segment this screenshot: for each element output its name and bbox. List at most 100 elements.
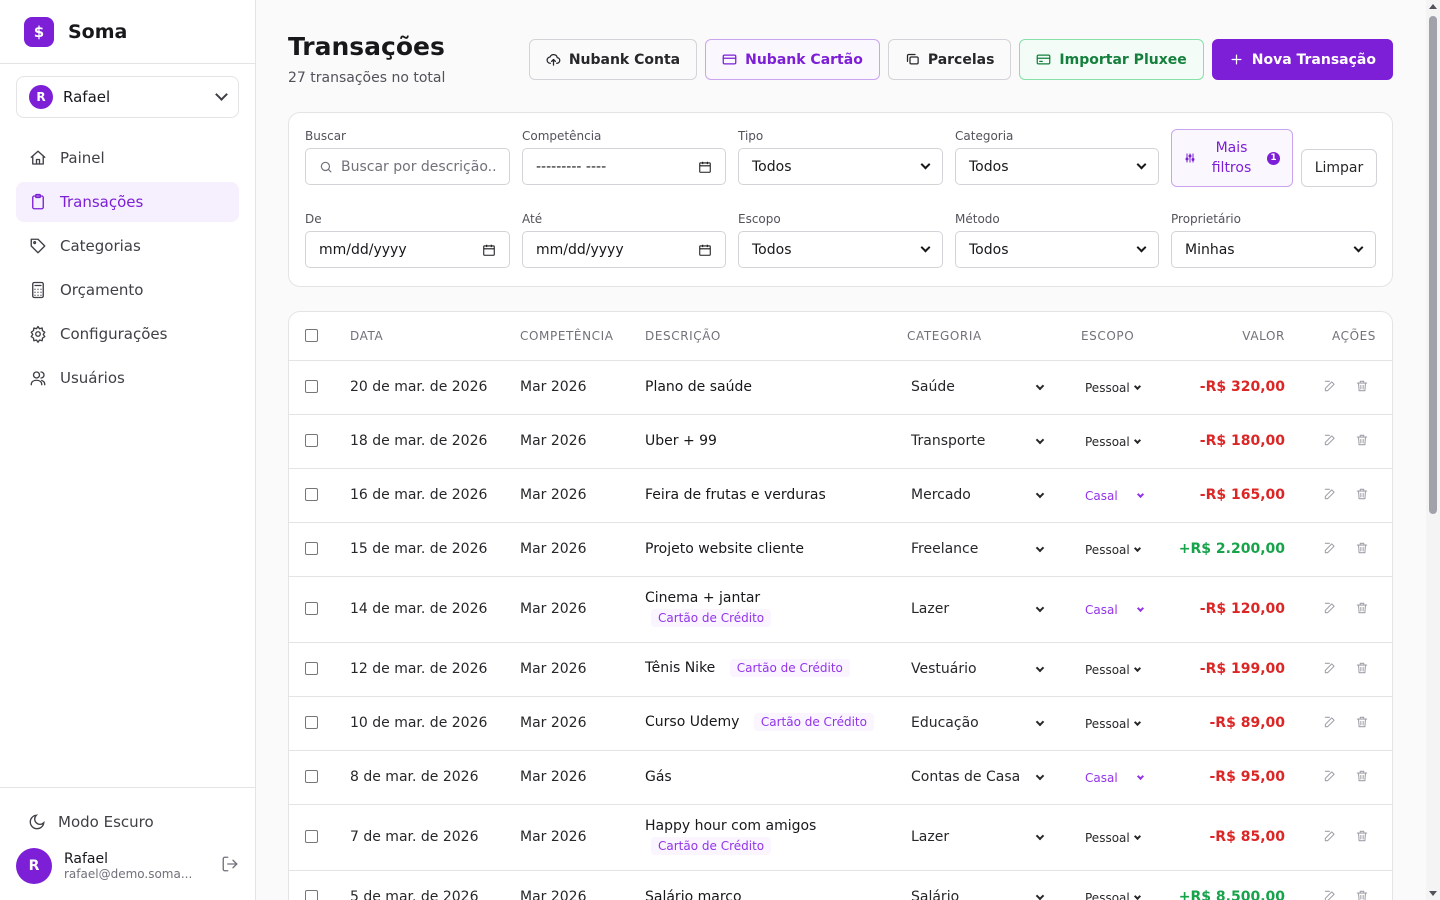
- table-row[interactable]: 15 de mar. de 2026 Mar 2026 Projeto webs…: [289, 523, 1392, 577]
- edit-button[interactable]: [1323, 540, 1337, 559]
- tipo-select[interactable]: Todos: [738, 148, 943, 185]
- delete-button[interactable]: [1355, 888, 1369, 900]
- page-scrollbar[interactable]: [1426, 0, 1440, 900]
- row-checkbox[interactable]: [305, 716, 318, 729]
- sidebar-item-categorias[interactable]: Categorias: [16, 226, 239, 266]
- column-header-data[interactable]: DATA: [350, 329, 384, 343]
- sidebar-item-label: Painel: [60, 149, 105, 167]
- row-checkbox[interactable]: [305, 542, 318, 555]
- nubank-conta-button[interactable]: Nubank Conta: [528, 39, 698, 80]
- row-scope-select[interactable]: Casal: [1085, 489, 1144, 503]
- column-header-categoria[interactable]: CATEGORIA: [907, 329, 982, 343]
- column-header-descricao[interactable]: DESCRIÇÃO: [645, 329, 721, 343]
- edit-button[interactable]: [1323, 378, 1337, 397]
- delete-button[interactable]: [1355, 768, 1369, 787]
- chevron-down-icon: [1133, 382, 1141, 391]
- row-amount: -R$ 199,00: [1199, 661, 1285, 677]
- clipboard-icon: [28, 192, 48, 212]
- edit-button[interactable]: [1323, 888, 1337, 900]
- row-checkbox[interactable]: [305, 830, 318, 843]
- row-scope-select[interactable]: Pessoal: [1085, 435, 1141, 449]
- logout-button[interactable]: [221, 855, 239, 877]
- select-all-checkbox[interactable]: [305, 329, 318, 342]
- edit-button[interactable]: [1323, 714, 1337, 733]
- page-subtitle: 27 transações no total: [288, 70, 446, 86]
- parcelas-button[interactable]: Parcelas: [887, 39, 1012, 80]
- sidebar-item-orcamento[interactable]: Orçamento: [16, 270, 239, 310]
- categoria-select[interactable]: Todos: [955, 148, 1159, 185]
- scroll-up-arrow-icon[interactable]: [1429, 4, 1437, 9]
- edit-icon: [1324, 542, 1335, 554]
- edit-button[interactable]: [1323, 768, 1337, 787]
- row-scope-select[interactable]: Pessoal: [1085, 381, 1141, 395]
- row-checkbox[interactable]: [305, 488, 318, 501]
- mais-filtros-button[interactable]: Mais filtros 1: [1171, 129, 1293, 187]
- column-header-escopo[interactable]: ESCOPO: [1081, 329, 1135, 343]
- chevron-down-icon: [1035, 381, 1045, 391]
- row-scope-select[interactable]: Pessoal: [1085, 831, 1141, 845]
- sidebar-nav: Painel Transações Categorias Orçamento C…: [16, 138, 239, 402]
- table-row[interactable]: 8 de mar. de 2026 Mar 2026 Gás Contas de…: [289, 751, 1392, 805]
- date-to-input[interactable]: mm/dd/yyyy: [522, 231, 726, 268]
- delete-button[interactable]: [1355, 486, 1369, 505]
- row-description: Uber + 99: [645, 433, 717, 449]
- escopo-select[interactable]: Todos: [738, 231, 943, 268]
- row-scope-select[interactable]: Pessoal: [1085, 663, 1141, 677]
- row-checkbox[interactable]: [305, 770, 318, 783]
- row-scope-select[interactable]: Casal: [1085, 603, 1144, 617]
- competencia-input[interactable]: --------- ----: [522, 148, 726, 185]
- column-header-valor[interactable]: VALOR: [1242, 329, 1285, 343]
- row-checkbox[interactable]: [305, 380, 318, 393]
- sidebar-item-painel[interactable]: Painel: [16, 138, 239, 178]
- delete-button[interactable]: [1355, 714, 1369, 733]
- edit-button[interactable]: [1323, 600, 1337, 619]
- table-row[interactable]: 12 de mar. de 2026 Mar 2026 Tênis Nike C…: [289, 643, 1392, 697]
- column-header-competencia[interactable]: COMPETÊNCIA: [520, 329, 614, 343]
- importar-pluxee-button[interactable]: Importar Pluxee: [1019, 39, 1204, 80]
- dark-mode-toggle[interactable]: Modo Escuro: [16, 802, 239, 842]
- table-row[interactable]: 7 de mar. de 2026 Mar 2026 Happy hour co…: [289, 805, 1392, 871]
- search-input[interactable]: Buscar por descrição...: [305, 148, 510, 185]
- proprietario-select[interactable]: Minhas: [1171, 231, 1376, 268]
- nubank-cartao-label: Nubank Cartão: [745, 51, 863, 68]
- delete-button[interactable]: [1355, 378, 1369, 397]
- delete-button[interactable]: [1355, 828, 1369, 847]
- row-category: Lazer: [911, 601, 950, 617]
- metodo-select[interactable]: Todos: [955, 231, 1159, 268]
- date-from-input[interactable]: mm/dd/yyyy: [305, 231, 510, 268]
- table-row[interactable]: 20 de mar. de 2026 Mar 2026 Plano de saú…: [289, 361, 1392, 415]
- table-row[interactable]: 5 de mar. de 2026 Mar 2026 Salário março…: [289, 871, 1392, 900]
- edit-button[interactable]: [1323, 828, 1337, 847]
- scrollbar-thumb[interactable]: [1429, 16, 1437, 514]
- edit-button[interactable]: [1323, 432, 1337, 451]
- table-row[interactable]: 10 de mar. de 2026 Mar 2026 Curso Udemy …: [289, 697, 1392, 751]
- row-scope-select[interactable]: Pessoal: [1085, 717, 1141, 731]
- sidebar-item-transacoes[interactable]: Transações: [16, 182, 239, 222]
- upload-cloud-icon: [546, 53, 561, 66]
- row-scope-select[interactable]: Casal: [1085, 771, 1144, 785]
- filter-label: Até: [522, 212, 543, 226]
- row-checkbox[interactable]: [305, 602, 318, 615]
- scroll-down-arrow-icon[interactable]: [1429, 891, 1437, 896]
- edit-button[interactable]: [1323, 486, 1337, 505]
- app-logo-icon: $: [24, 16, 54, 47]
- edit-button[interactable]: [1323, 660, 1337, 679]
- nova-transacao-button[interactable]: Nova Transação: [1211, 39, 1393, 80]
- row-checkbox[interactable]: [305, 890, 318, 900]
- nubank-cartao-button[interactable]: Nubank Cartão: [705, 39, 880, 80]
- sidebar-item-configuracoes[interactable]: Configurações: [16, 314, 239, 354]
- row-checkbox[interactable]: [305, 662, 318, 675]
- row-scope-select[interactable]: Pessoal: [1085, 543, 1141, 557]
- row-checkbox[interactable]: [305, 434, 318, 447]
- delete-button[interactable]: [1355, 600, 1369, 619]
- table-row[interactable]: 16 de mar. de 2026 Mar 2026 Feira de fru…: [289, 469, 1392, 523]
- sidebar-item-usuarios[interactable]: Usuários: [16, 358, 239, 398]
- delete-button[interactable]: [1355, 540, 1369, 559]
- user-switcher[interactable]: R Rafael: [16, 76, 239, 118]
- table-row[interactable]: 14 de mar. de 2026 Mar 2026 Cinema + jan…: [289, 577, 1392, 643]
- delete-button[interactable]: [1355, 432, 1369, 451]
- limpar-button[interactable]: Limpar: [1301, 149, 1377, 187]
- table-row[interactable]: 18 de mar. de 2026 Mar 2026 Uber + 99 Tr…: [289, 415, 1392, 469]
- row-scope-select[interactable]: Pessoal: [1085, 891, 1141, 900]
- delete-button[interactable]: [1355, 660, 1369, 679]
